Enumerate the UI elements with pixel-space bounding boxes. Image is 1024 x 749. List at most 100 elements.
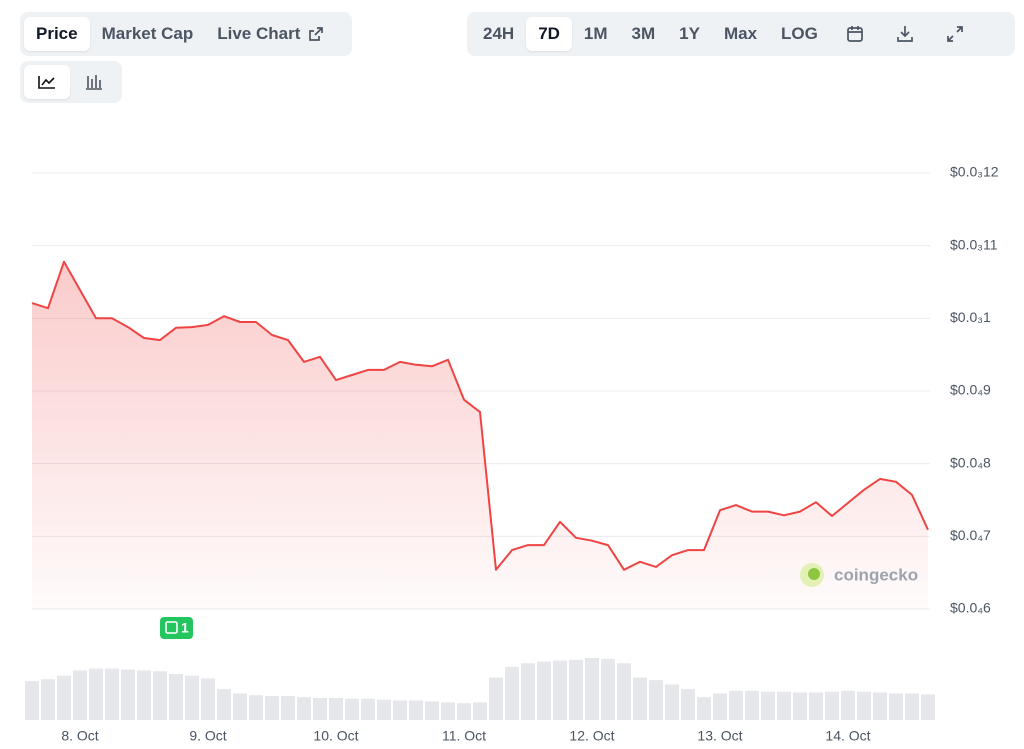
volume-bar bbox=[233, 693, 247, 720]
volume-bar bbox=[89, 668, 103, 720]
volume-bar bbox=[617, 663, 631, 720]
volume-bar bbox=[841, 690, 855, 720]
download-button[interactable] bbox=[880, 17, 930, 51]
volume-bar bbox=[425, 701, 439, 720]
volume-bar bbox=[409, 700, 423, 720]
volume-bar bbox=[281, 696, 295, 720]
tab-button[interactable]: Price bbox=[24, 17, 90, 51]
volume-bar bbox=[793, 692, 807, 720]
volume-bar bbox=[217, 689, 231, 720]
x-tick-label: 14. Oct bbox=[825, 728, 870, 744]
range-group: 24H 7D 1M 3M 1Y Max LOG bbox=[467, 12, 1015, 56]
volume-bar bbox=[25, 681, 39, 720]
line-icon bbox=[38, 76, 55, 89]
volume-bar bbox=[553, 660, 567, 720]
volume-bar bbox=[537, 661, 551, 720]
x-tick-label: 9. Oct bbox=[189, 728, 226, 744]
volume-bar bbox=[697, 696, 711, 720]
line-chart-button[interactable] bbox=[24, 65, 70, 99]
x-tick-label: 12. Oct bbox=[569, 728, 614, 744]
candle-chart-button[interactable] bbox=[70, 65, 118, 99]
x-tick-label: 10. Oct bbox=[313, 728, 358, 744]
y-tick-label: $0.0₄7 bbox=[950, 527, 991, 543]
range-button[interactable]: 24H bbox=[483, 24, 515, 43]
candle-icon bbox=[86, 75, 102, 90]
volume-bar bbox=[505, 666, 519, 720]
volume-bar bbox=[729, 690, 743, 720]
volume-bar bbox=[57, 675, 71, 720]
range-button[interactable]: 3M bbox=[631, 24, 656, 43]
y-tick-label: $0.0₃11 bbox=[950, 236, 998, 252]
icon bbox=[947, 26, 963, 42]
external-link-icon bbox=[309, 27, 324, 41]
news-badge bbox=[160, 617, 193, 639]
tab-button[interactable]: Live Chart bbox=[205, 17, 338, 51]
y-tick-label: $0.0₃12 bbox=[950, 164, 999, 180]
volume-bar bbox=[169, 673, 183, 720]
y-tick-label: $0.0₄6 bbox=[950, 600, 991, 616]
y-tick-label: $0.0₄8 bbox=[950, 454, 991, 470]
volume-bar bbox=[633, 677, 647, 720]
range-button[interactable]: 7D bbox=[526, 17, 572, 51]
volume-bar bbox=[361, 698, 375, 720]
volume-bar bbox=[857, 691, 871, 720]
volume-bar bbox=[473, 702, 487, 720]
volume-bar bbox=[681, 689, 695, 720]
range-button[interactable]: LOG bbox=[781, 24, 818, 43]
watermark-logo-inner bbox=[808, 568, 820, 580]
calendar-button[interactable] bbox=[830, 17, 880, 51]
volume-bar bbox=[889, 693, 903, 720]
range-button[interactable]: 1Y bbox=[679, 24, 700, 43]
volume-bar bbox=[809, 692, 823, 720]
chart-style-group bbox=[20, 61, 122, 103]
volume-bar bbox=[601, 658, 615, 720]
volume-bar bbox=[745, 690, 759, 720]
volume-bar bbox=[313, 697, 327, 720]
watermark-logo bbox=[800, 563, 824, 587]
volume-bar bbox=[73, 670, 87, 720]
news-count: 1 bbox=[181, 620, 189, 636]
range-button[interactable]: 1M bbox=[583, 24, 608, 43]
volume-bar bbox=[825, 691, 839, 720]
volume-bar bbox=[121, 669, 135, 720]
watermark: coingecko bbox=[834, 565, 918, 584]
volume-bar bbox=[393, 700, 407, 720]
volume-bar bbox=[873, 692, 887, 720]
y-tick-label: $0.0₃1 bbox=[950, 309, 991, 325]
volume-bar bbox=[665, 684, 679, 720]
icon bbox=[847, 26, 863, 42]
volume-bar bbox=[345, 698, 359, 720]
volume-bar bbox=[489, 677, 503, 720]
volume-bar bbox=[297, 696, 311, 720]
volume-bar bbox=[569, 659, 583, 720]
x-tick-label: 11. Oct bbox=[442, 728, 486, 744]
fullscreen-button[interactable] bbox=[930, 17, 980, 51]
volume-bar bbox=[521, 663, 535, 720]
news-icon bbox=[165, 621, 178, 634]
volume-bar bbox=[265, 696, 279, 720]
volume-bar bbox=[905, 693, 919, 720]
volume-bar bbox=[713, 693, 727, 720]
tab-group: Price Market Cap Live Chart bbox=[20, 12, 352, 56]
x-tick-label: 13. Oct bbox=[697, 728, 742, 744]
tab-button[interactable]: Market Cap bbox=[101, 24, 194, 43]
volume-bar bbox=[249, 695, 263, 720]
volume-bar bbox=[185, 675, 199, 720]
icon bbox=[897, 26, 913, 42]
volume-bar bbox=[153, 671, 167, 720]
x-tick-label: 8. Oct bbox=[61, 728, 98, 744]
range-button[interactable]: Max bbox=[723, 24, 758, 43]
volume-bar bbox=[649, 680, 663, 720]
volume-bar bbox=[457, 703, 471, 720]
volume-bar bbox=[777, 691, 791, 720]
volume-bar bbox=[441, 702, 455, 720]
y-tick-label: $0.0₄9 bbox=[950, 382, 991, 398]
volume-bar bbox=[201, 678, 215, 720]
volume-bar bbox=[921, 694, 935, 720]
volume-bar bbox=[105, 668, 119, 720]
price-area bbox=[32, 261, 928, 609]
volume-bar bbox=[137, 670, 151, 720]
volume-bar bbox=[761, 691, 775, 720]
